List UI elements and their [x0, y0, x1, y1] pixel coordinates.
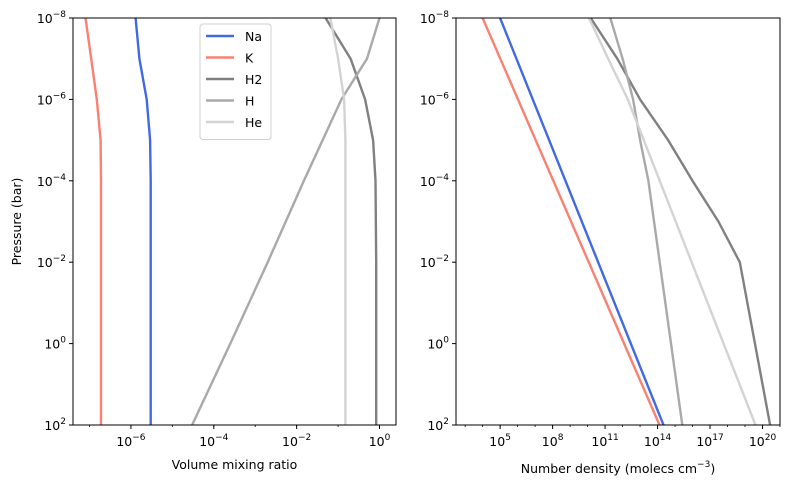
y-axis-title: Pressure (bar): [9, 178, 24, 266]
x-tick-label: 1011: [591, 433, 618, 449]
series-line-h2: [589, 18, 772, 425]
series-line-he: [329, 18, 347, 425]
y-tick-label: 102: [427, 417, 449, 433]
series-line-he: [587, 18, 757, 425]
x-tick-label: 1017: [696, 433, 723, 449]
axes-frame: [72, 17, 397, 426]
y-tick-label: 10−2: [420, 254, 449, 270]
legend-label-he: He: [245, 115, 262, 130]
plot-lines: [481, 18, 772, 425]
y-tick-label: 10−4: [420, 173, 449, 189]
panel-mixing-ratio: 10−6 10−4 10−2 100 10−8 10−6 10−4 10−2 100 102 Vol…: [9, 10, 397, 472]
x-axis-title: Number density (molecs cm−3): [521, 460, 715, 476]
x-tick-label: 10−2: [282, 433, 311, 449]
y-tick-label: 10−4: [37, 173, 66, 189]
x-axis-title: Volume mixing ratio: [172, 457, 298, 472]
series-line-k: [481, 18, 661, 425]
y-tick-label: 10−6: [420, 91, 449, 107]
y-tick-label: 100: [427, 336, 449, 352]
series-line-k: [84, 18, 103, 425]
series-line-h2: [324, 18, 378, 425]
legend-box: [199, 23, 272, 140]
series-line-na: [134, 18, 152, 425]
panel-number-density: 105 108 1011 1014 1017 1020 10−8 10−6 10−4 10−2 10…: [420, 10, 781, 476]
x-tick-label: 108: [542, 433, 564, 449]
x-tick-label: 1020: [749, 433, 777, 449]
legend-label-h: H: [245, 94, 254, 109]
x-tick-label: 100: [369, 433, 391, 449]
x-tick-label: 10−6: [116, 433, 145, 449]
axes-frame: [455, 17, 781, 426]
y-tick-label: 10−6: [37, 91, 66, 107]
legend-label-k: K: [245, 51, 254, 66]
series-line-h: [609, 18, 684, 425]
legend-label-h2: H2: [245, 72, 262, 87]
y-tick-label: 100: [44, 336, 66, 352]
plot-lines: [84, 18, 381, 425]
y-tick-label: 10−8: [37, 10, 66, 26]
x-tick-label: 10−4: [199, 433, 228, 449]
series-line-na: [498, 18, 665, 425]
x-tick-label: 105: [489, 433, 511, 449]
y-tick-label: 102: [44, 417, 66, 433]
y-tick-label: 10−8: [420, 10, 449, 26]
legend-label-na: Na: [245, 29, 262, 44]
y-tick-label: 10−2: [37, 254, 66, 270]
x-tick-label: 1014: [644, 433, 672, 449]
legend: Na K H2 H He: [199, 23, 272, 140]
series-line-h: [190, 18, 381, 425]
